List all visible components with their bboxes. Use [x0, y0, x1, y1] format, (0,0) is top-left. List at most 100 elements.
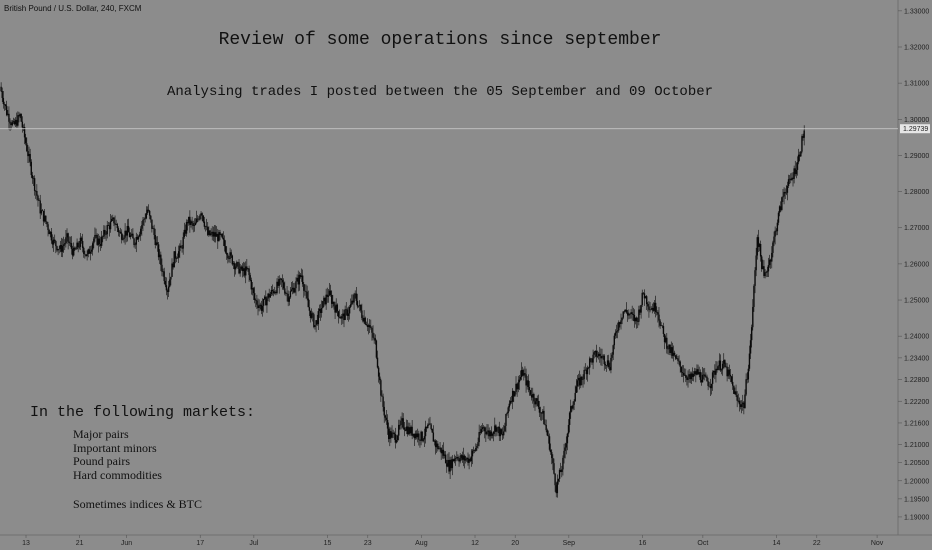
candle-body [73, 247, 75, 256]
candle-body [303, 284, 305, 291]
candle-body [32, 178, 35, 179]
time-axis[interactable]: 13 21 Jun 17 Jul 15 23 Aug 12 20 Sep 16 Oct 14 22 Nov [22, 535, 884, 547]
candle-body [528, 387, 531, 391]
price-axis[interactable]: 1.33000 1.32000 1.31000 1.30000 1.29000 1.280… [898, 8, 929, 521]
candle-body [22, 127, 25, 128]
candle-body [555, 485, 557, 494]
candle-body [392, 432, 394, 434]
candle-body [9, 121, 11, 124]
candle-body [75, 249, 77, 250]
candle-body [363, 317, 365, 322]
candle-body [173, 251, 175, 268]
candle-body [733, 385, 735, 394]
candle-body [470, 456, 473, 462]
candle-body [371, 327, 373, 333]
candle-body [377, 367, 380, 377]
candle-body [223, 239, 226, 247]
candle-body [586, 367, 589, 375]
candle-body [448, 460, 450, 472]
candle-body [165, 285, 168, 291]
candle-body [663, 333, 666, 343]
candle-body [243, 268, 246, 276]
candle-body [247, 268, 249, 270]
candle-body [737, 400, 739, 402]
candle-body [174, 251, 177, 259]
candle-body [348, 307, 351, 314]
candle-body [6, 106, 8, 115]
candle-body [516, 383, 518, 390]
candle-body [84, 253, 86, 255]
candle-body [790, 178, 792, 181]
candle-body [689, 374, 691, 380]
candle-body [298, 274, 301, 285]
candle-body [192, 223, 194, 226]
candle-body [375, 340, 378, 358]
candle-body [59, 245, 62, 249]
candle-body [485, 431, 487, 435]
candle-body [455, 457, 457, 459]
candle-body [627, 312, 629, 316]
candle-body [105, 234, 107, 235]
candle-body [736, 395, 738, 401]
candle-body [319, 308, 322, 313]
candle-body [622, 311, 624, 318]
candle-body [699, 372, 702, 380]
candle-body [357, 305, 360, 307]
candle-body [425, 426, 428, 429]
candle-body [126, 225, 129, 236]
candle-body [33, 178, 36, 191]
candle-body [323, 297, 325, 302]
candle-body [389, 431, 391, 440]
candle-body [147, 209, 150, 211]
candle-body [800, 151, 802, 157]
candle-body [545, 424, 547, 431]
candle-body [24, 137, 27, 144]
candle-body [706, 376, 708, 382]
price-tick-label: 1.23400 [904, 355, 929, 362]
candle-body [696, 369, 698, 375]
candle-body [309, 310, 312, 318]
candle-body [143, 219, 145, 220]
candle-body [284, 288, 286, 294]
candle-body [773, 236, 775, 243]
candle-body [176, 257, 179, 259]
candle-body [306, 291, 308, 299]
candle-body [596, 356, 599, 357]
price-tick-label: 1.19000 [904, 514, 929, 521]
candle-body [399, 424, 401, 426]
candle-body [707, 381, 709, 386]
candle-body [295, 281, 297, 289]
candle-body [543, 410, 545, 425]
candle-body [496, 427, 498, 432]
candle-body [78, 246, 81, 248]
candle-body [220, 234, 222, 235]
candle-body [366, 325, 369, 327]
candle-body [704, 374, 706, 377]
candle-body [331, 294, 333, 304]
candle-body [757, 237, 760, 247]
candle-body [405, 426, 408, 431]
candle-body [577, 377, 580, 381]
candle-body [96, 234, 98, 245]
candle-body [41, 210, 44, 211]
candle-body [477, 442, 479, 446]
candle-body [202, 215, 204, 222]
candle-body [709, 386, 712, 389]
candle-body [608, 360, 610, 368]
candle-body [290, 289, 293, 292]
price-tick-label: 1.19500 [904, 496, 929, 503]
candle-body [38, 200, 40, 201]
time-tick-label: 20 [511, 540, 519, 547]
price-tick-label: 1.21000 [904, 442, 929, 449]
candle-body [146, 209, 149, 214]
candle-body [317, 311, 320, 325]
price-tick-label: 1.28000 [904, 189, 929, 196]
candle-body [501, 434, 504, 436]
market-item: Hard commodities [73, 467, 162, 482]
candle-body [553, 463, 555, 474]
candle-body [628, 313, 630, 316]
price-tick-label: 1.21600 [904, 420, 929, 427]
candle-body [66, 233, 68, 238]
candle-body [88, 249, 91, 254]
